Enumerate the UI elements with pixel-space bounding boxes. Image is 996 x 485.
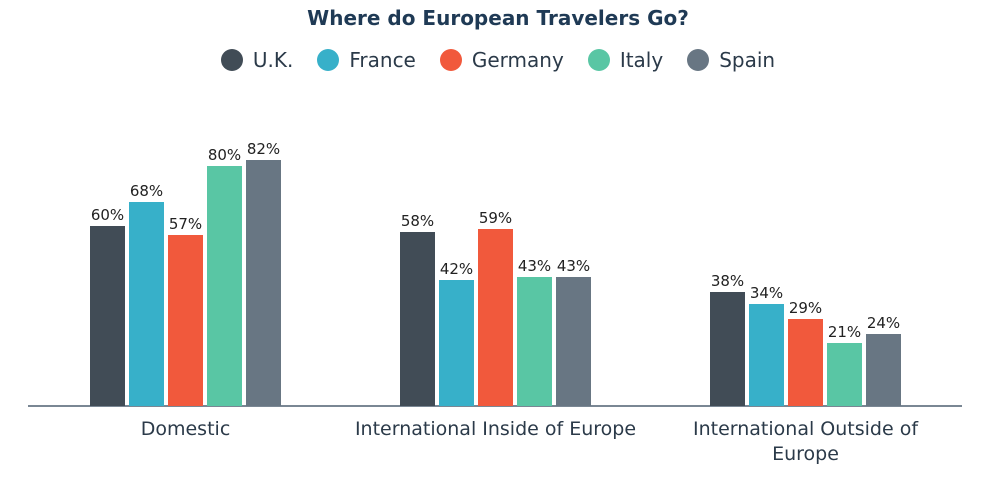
data-label: 68%: [130, 182, 163, 200]
bar-uk-2: [710, 292, 745, 406]
chart-title: Where do European Travelers Go?: [307, 6, 689, 30]
legend-item: France: [317, 48, 416, 72]
legend-label: France: [349, 48, 416, 72]
data-label: 38%: [711, 272, 744, 290]
data-label: 43%: [557, 257, 590, 275]
bar-uk-1: [400, 232, 435, 406]
bar-france-2: [749, 304, 784, 406]
data-label: 24%: [867, 314, 900, 332]
data-label: 80%: [208, 146, 241, 164]
bar-uk-0: [90, 226, 125, 406]
legend-label: Italy: [619, 48, 664, 72]
bar-italy-2: [827, 343, 862, 406]
data-label: 57%: [169, 215, 202, 233]
bar-france-0: [129, 202, 164, 406]
x-tick-label: International Inside of Europe: [355, 418, 636, 440]
x-tick-label: Domestic: [141, 418, 231, 440]
x-tick-label: International Outside of: [693, 418, 919, 440]
bar-germany-0: [168, 235, 203, 406]
bar-germany-2: [788, 319, 823, 406]
data-label: 60%: [91, 206, 124, 224]
legend-item: U.K.: [220, 48, 294, 72]
legend: U.K. France Germany Italy Spain: [0, 48, 996, 72]
bar-spain-1: [556, 277, 591, 406]
legend-item: Italy: [587, 48, 664, 72]
legend-label: Germany: [471, 48, 564, 72]
data-label: 34%: [750, 284, 783, 302]
legend-swatch: [587, 49, 610, 71]
data-label: 29%: [789, 299, 822, 317]
legend-swatch: [439, 49, 462, 71]
bar-germany-1: [478, 229, 513, 406]
legend-item: Spain: [687, 48, 775, 72]
data-label: 43%: [518, 257, 551, 275]
bar-france-1: [439, 280, 474, 406]
legend-label: Spain: [719, 48, 776, 72]
legend-item: Germany: [439, 48, 564, 72]
data-label: 21%: [828, 323, 861, 341]
bar-spain-0: [246, 160, 281, 406]
bar-spain-2: [866, 334, 901, 406]
bar-italy-0: [207, 166, 242, 406]
legend-swatch: [687, 49, 710, 71]
legend-label: U.K.: [252, 48, 294, 72]
bar-italy-1: [517, 277, 552, 406]
legend-swatch: [220, 49, 243, 71]
legend-swatch: [317, 49, 340, 71]
x-tick-label: Europe: [772, 443, 839, 465]
data-label: 42%: [440, 260, 473, 278]
data-label: 58%: [401, 212, 434, 230]
data-label: 59%: [479, 209, 512, 227]
data-label: 82%: [247, 140, 280, 158]
